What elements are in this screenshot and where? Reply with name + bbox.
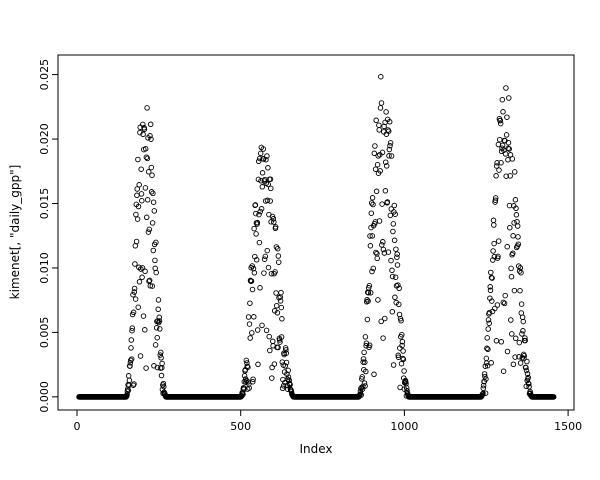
plot-box	[57, 54, 575, 411]
svg-text:0.015: 0.015	[38, 188, 51, 220]
x-axis-ticks: 0 500 1000 1500	[73, 410, 582, 433]
svg-text:0: 0	[73, 420, 80, 433]
svg-text:0.005: 0.005	[38, 317, 51, 349]
y-axis-label: kimenet[, "daily_gpp"]	[8, 164, 22, 300]
svg-text:0.025: 0.025	[38, 59, 51, 91]
svg-text:0.020: 0.020	[38, 123, 51, 155]
svg-text:0.010: 0.010	[38, 252, 51, 284]
scatter-points	[76, 73, 557, 400]
x-axis-label: Index	[299, 442, 333, 456]
svg-text:1500: 1500	[554, 420, 582, 433]
y-axis-ticks: 0.000 0.005 0.010 0.015 0.020 0.025	[38, 59, 58, 413]
svg-text:0.000: 0.000	[38, 381, 51, 413]
svg-text:1000: 1000	[390, 420, 418, 433]
svg-text:500: 500	[230, 420, 251, 433]
